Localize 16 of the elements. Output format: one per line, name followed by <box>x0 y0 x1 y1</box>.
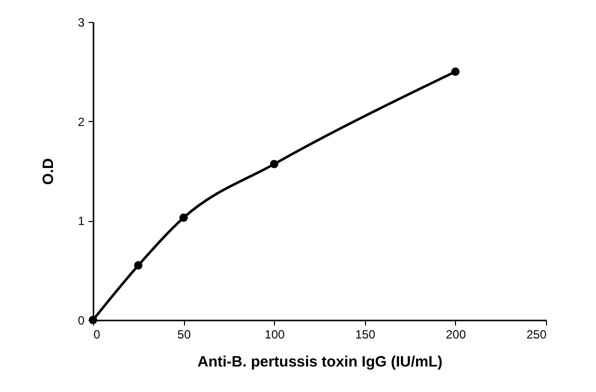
x-tick-label: 200 <box>446 328 466 342</box>
x-tick-label: 50 <box>177 328 192 342</box>
y-tick-label: 2 <box>78 114 85 129</box>
x-tick-label: 0 <box>94 328 100 342</box>
x-tick-label: 150 <box>355 328 376 342</box>
y-axis-title: O.D <box>40 158 57 185</box>
y-tick-label: 3 <box>78 16 85 30</box>
y-tick-label: 1 <box>78 214 85 228</box>
point <box>134 261 142 270</box>
y-tick-label: 0 <box>78 314 85 328</box>
point <box>451 67 460 76</box>
point <box>179 214 188 222</box>
x-tick-label: 100 <box>264 328 286 342</box>
x-axis-title: Anti-B. pertussis toxin IgG (IU/mL) <box>197 354 443 370</box>
point <box>270 160 278 168</box>
x-tick-label: 250 <box>526 328 547 342</box>
